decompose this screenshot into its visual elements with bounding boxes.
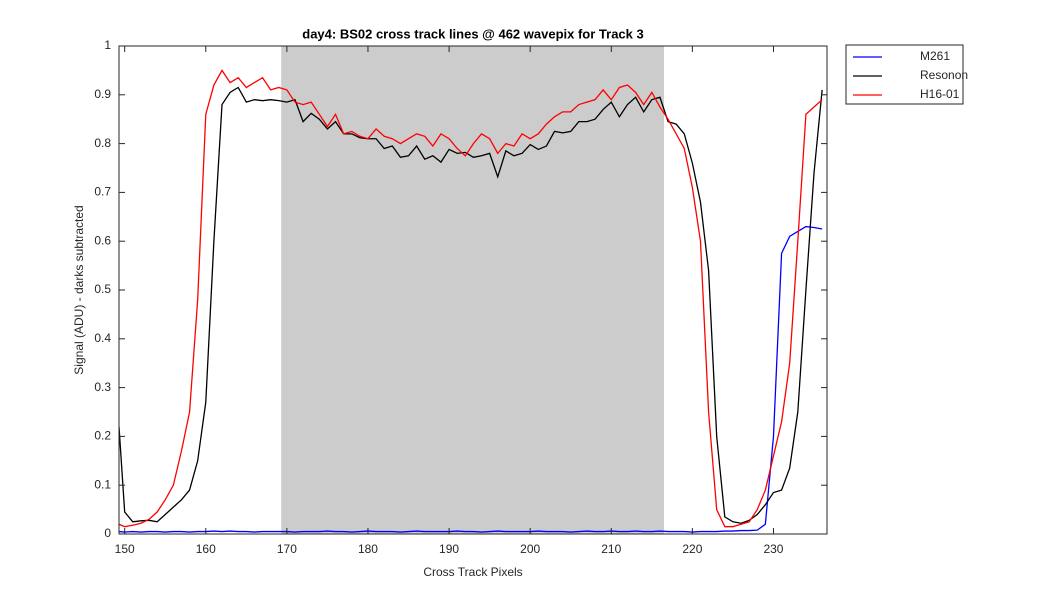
y-tick-label: 0.4 (94, 331, 111, 345)
legend-label: M261 (920, 49, 950, 63)
y-tick-label: 0.2 (94, 429, 111, 443)
y-tick-label: 0.6 (94, 233, 111, 247)
x-tick-label: 200 (520, 542, 540, 556)
x-axis-label: Cross Track Pixels (423, 565, 522, 579)
legend-label: Resonon (920, 68, 968, 82)
y-tick-label: 0.1 (94, 477, 111, 491)
data-line (119, 69, 823, 528)
chart-title: day4: BS02 cross track lines @ 462 wavep… (302, 26, 643, 41)
y-tick-label: 1 (104, 38, 111, 52)
x-tick-label: 220 (682, 542, 702, 556)
x-tick-label: 180 (358, 542, 378, 556)
legend-label: H16-01 (920, 87, 960, 101)
plot (119, 69, 823, 533)
data-line (119, 86, 823, 524)
x-tick-label: 210 (601, 542, 621, 556)
y-tick-label: 0.3 (94, 380, 111, 394)
y-tick-label: 0.9 (94, 87, 111, 101)
x-tick-label: 230 (763, 542, 783, 556)
y-axis-label: Signal (ADU) - darks subtracted (72, 205, 86, 374)
y-tick-label: 0.5 (94, 282, 111, 296)
shaded-region (281, 46, 664, 534)
legend-box (845, 44, 964, 105)
data-line (119, 225, 823, 533)
x-tick-label: 150 (115, 542, 135, 556)
x-tick-label: 170 (277, 542, 297, 556)
x-tick-label: 160 (196, 542, 216, 556)
y-tick-label: 0.8 (94, 136, 111, 150)
y-tick-label: 0 (104, 526, 111, 540)
x-tick-label: 190 (439, 542, 459, 556)
y-tick-label: 0.7 (94, 185, 111, 199)
